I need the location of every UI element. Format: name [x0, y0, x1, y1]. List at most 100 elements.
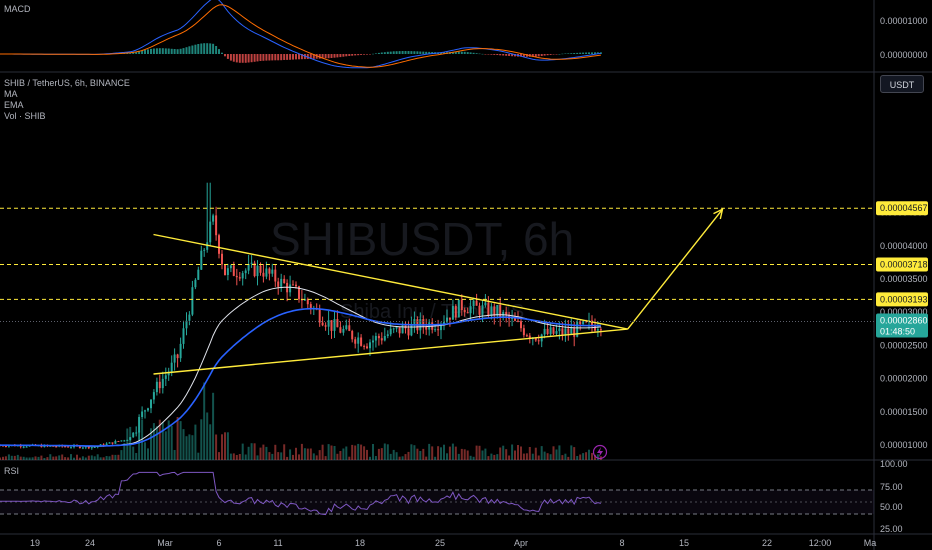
time-axis-label: 12:00 — [809, 538, 832, 548]
time-axis-label: 24 — [85, 538, 95, 548]
candle-body — [525, 335, 528, 337]
lightning-bolt-icon — [597, 447, 603, 457]
candle-body — [454, 305, 457, 318]
macd-histogram-bar — [253, 54, 256, 62]
volume-bar — [73, 457, 75, 460]
candle-body — [540, 334, 543, 342]
indicator-ema[interactable]: EMA — [4, 100, 24, 110]
candle-body — [401, 325, 404, 334]
triangle-upper-line[interactable] — [153, 233, 628, 330]
macd-histogram-bar — [374, 53, 377, 54]
volume-bar — [502, 445, 505, 460]
candle-body — [425, 326, 428, 330]
macd-histogram-bar — [454, 51, 457, 54]
macd-histogram-bar — [570, 53, 573, 54]
candle-body — [197, 269, 200, 280]
candle-body — [514, 317, 516, 321]
candle-body — [564, 328, 567, 335]
macd-histogram-bar — [138, 51, 141, 54]
volume-bar — [64, 457, 67, 460]
macd-histogram-bar — [354, 54, 357, 56]
candle-body — [241, 273, 244, 279]
candle-body — [238, 277, 241, 279]
macd-histogram-bar — [549, 54, 552, 55]
volume-bar — [300, 443, 303, 460]
time-axis[interactable]: 19 24 Mar 6 11 18 25 Apr 8 15 22 12:00 Ma — [30, 538, 876, 548]
volume-bar — [472, 456, 475, 460]
candle-body — [528, 335, 531, 339]
macd-histogram-bar — [582, 52, 585, 54]
candle-body — [244, 270, 247, 274]
volume-bar — [226, 432, 229, 460]
candle-body — [333, 319, 336, 331]
volume-bar — [152, 423, 155, 460]
candle-body — [366, 346, 368, 349]
macd-histogram-bar — [478, 53, 481, 55]
macd-histogram-bar — [176, 49, 179, 54]
breakout-arrow[interactable] — [627, 208, 724, 330]
lightning-icon[interactable] — [592, 444, 608, 460]
macd-histogram-bar — [300, 54, 303, 60]
volume-bar — [7, 454, 10, 460]
volume-bar — [185, 436, 188, 460]
price-level-tag — [876, 201, 928, 216]
macd-histogram-bar — [469, 52, 472, 54]
volume-bar — [372, 444, 374, 460]
macd-histogram-bar — [499, 54, 502, 56]
volume-bar — [235, 455, 238, 460]
macd-histogram-bar — [416, 51, 419, 54]
macd-histogram-bar — [481, 53, 484, 55]
macd-histogram — [0, 43, 602, 63]
volume-bars — [0, 382, 602, 460]
candle-body — [481, 305, 484, 315]
candle-body — [265, 268, 268, 277]
indicator-volume[interactable]: Vol · SHIB — [4, 111, 46, 121]
candle-body — [324, 325, 327, 327]
breakout-arrowhead — [713, 208, 724, 220]
volume-bar — [422, 448, 425, 460]
candle-body — [277, 281, 280, 287]
candle-body — [336, 319, 339, 328]
macd-histogram-bar — [522, 54, 525, 57]
macd-histogram-bar — [324, 54, 327, 59]
macd-histogram-bar — [561, 53, 564, 55]
candle-body — [259, 265, 262, 273]
macd-signal-line — [0, 4, 601, 68]
candle-body — [463, 309, 466, 313]
candle-body — [102, 444, 105, 446]
symbol-line[interactable]: SHIB / TetherUS, 6h, BINANCE — [4, 78, 130, 88]
macd-histogram-bar — [392, 51, 395, 54]
triangle-lower-line[interactable] — [153, 328, 628, 375]
indicator-ma[interactable]: MA — [4, 89, 18, 99]
volume-bar — [250, 443, 253, 460]
candle-body — [144, 410, 146, 412]
volume-bar — [419, 451, 422, 460]
volume-bar — [428, 443, 431, 460]
volume-bar — [357, 443, 360, 460]
macd-histogram-bar — [440, 52, 442, 54]
candle-body — [194, 279, 197, 288]
candle-body — [573, 328, 576, 337]
candle-body — [289, 284, 292, 293]
volume-bar — [52, 456, 55, 460]
volume-bar — [19, 456, 22, 460]
candle-body — [596, 329, 599, 331]
volume-bar — [4, 456, 7, 460]
rsi-scale-50: 50.00 — [880, 502, 903, 512]
candle-body — [410, 323, 413, 336]
macd-histogram-bar — [182, 48, 185, 54]
volume-bar — [392, 449, 395, 460]
volume-bar — [596, 454, 599, 460]
volume-bar — [114, 454, 117, 460]
candle-body — [206, 242, 209, 250]
candle-body — [170, 362, 173, 372]
volume-bar — [588, 449, 590, 460]
macd-histogram-bar — [520, 54, 522, 57]
macd-line — [0, 0, 601, 69]
candle-body — [209, 221, 212, 243]
current-price-tag — [876, 313, 928, 338]
macd-histogram-bar — [173, 49, 176, 54]
candle-body — [357, 337, 360, 344]
currency-button[interactable]: USDT — [880, 75, 924, 93]
